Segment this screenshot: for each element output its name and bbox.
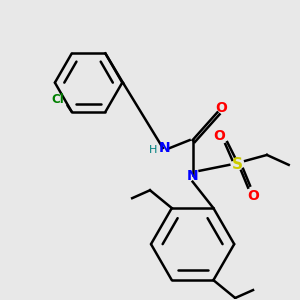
Text: S: S <box>232 158 243 172</box>
Text: O: O <box>215 101 227 116</box>
Text: N: N <box>187 169 198 183</box>
Text: Cl: Cl <box>51 93 64 106</box>
Text: N: N <box>159 141 171 155</box>
Text: O: O <box>247 189 259 202</box>
Text: H: H <box>149 145 157 155</box>
Text: O: O <box>213 129 225 143</box>
